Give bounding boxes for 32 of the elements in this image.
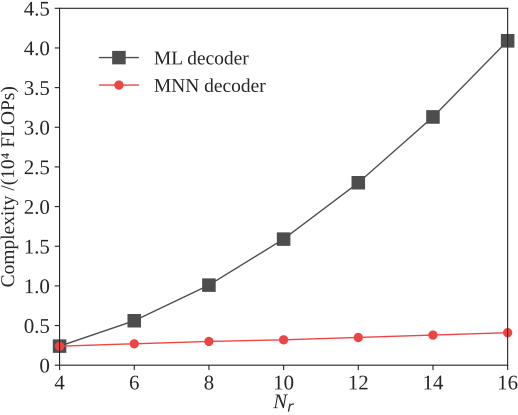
- point: [204, 336, 214, 346]
- y-tick-label: 2.0: [24, 200, 50, 214]
- x-tick-label: 12: [350, 376, 368, 390]
- x-tick-label: 4: [54, 376, 64, 390]
- x-axis-title: N$_{r}$: [273, 394, 294, 412]
- point: [426, 110, 440, 124]
- point: [354, 332, 363, 342]
- point: [130, 339, 139, 348]
- x-tick-label: 6: [130, 376, 139, 390]
- point: [276, 232, 290, 246]
- point: [202, 278, 216, 292]
- legend-label: ML decoder: [154, 50, 249, 65]
- point: [500, 34, 514, 48]
- x-tick-label: 8: [204, 376, 214, 390]
- x-tick-label: 14: [424, 376, 444, 390]
- point: [278, 335, 288, 345]
- x-tick-label: 10: [275, 376, 294, 390]
- y-tick-label: 1.5: [26, 240, 50, 254]
- y-tick-label: 1.0: [26, 279, 50, 294]
- y-axis-title: Complexity /(10⁴ FLOPs): [0, 86, 18, 287]
- y-tick-label: 2.5: [24, 160, 50, 174]
- legend-label: MNN decoder: [154, 78, 266, 92]
- point: [127, 314, 142, 328]
- y-tick-label: 3.5: [24, 81, 50, 96]
- point: [352, 176, 366, 190]
- y-tick-label: 3.0: [24, 120, 50, 135]
- x-tick-label: 16: [499, 376, 518, 390]
- point: [428, 330, 438, 340]
- y-tick-label: 0.5: [24, 318, 50, 334]
- y-tick-label: 0: [40, 358, 50, 373]
- y-tick-label: 4.0: [24, 41, 50, 56]
- y-tick-label: 4.5: [24, 2, 50, 16]
